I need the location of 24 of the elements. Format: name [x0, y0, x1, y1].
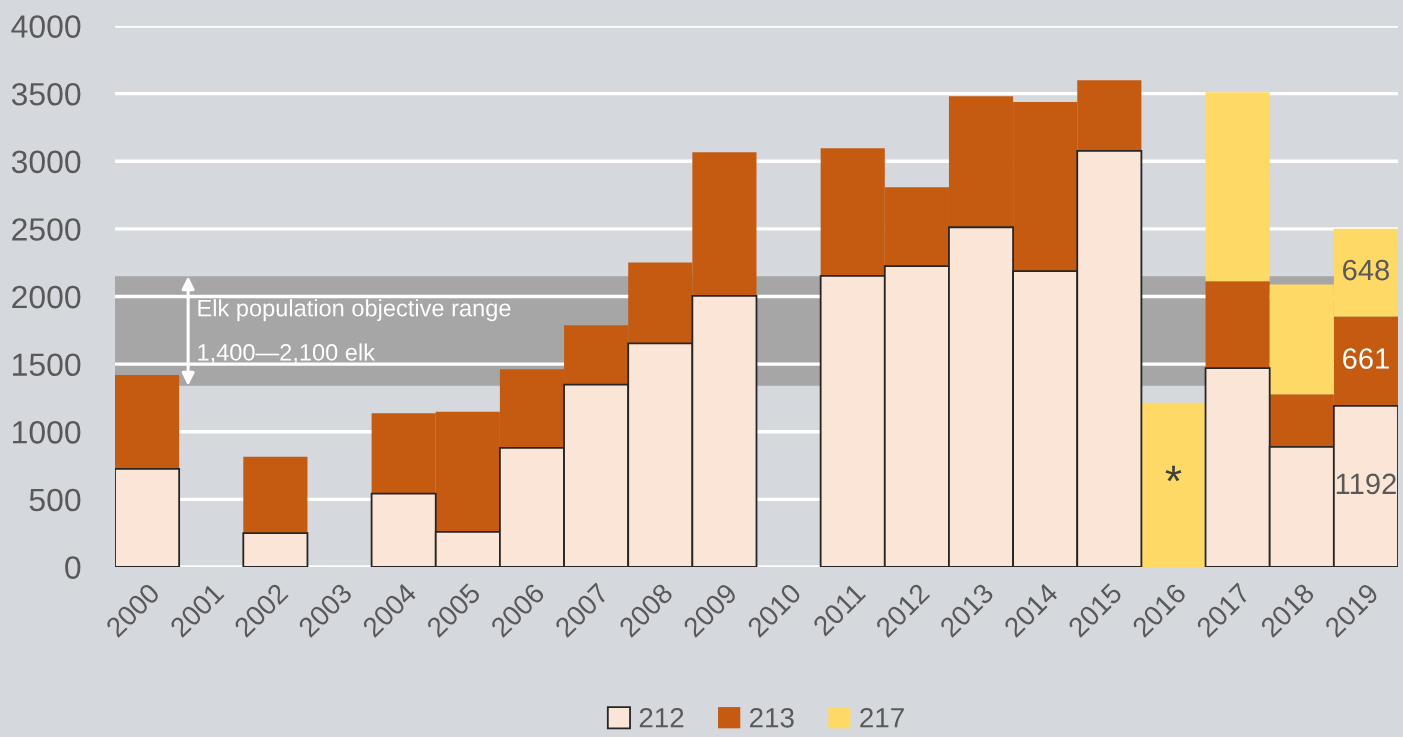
legend-label: 213	[750, 707, 794, 728]
data-label: 648	[1343, 259, 1389, 281]
y-tick-label: 1000	[13, 421, 81, 444]
band-label: Elk population objective range 1,400—2,100 elk	[198, 299, 511, 364]
y-tick-label: 2500	[12, 218, 81, 241]
y-tick-label: 3500	[11, 82, 81, 106]
bar	[1205, 92, 1270, 282]
bar	[115, 374, 180, 469]
data-label: 1192	[1336, 473, 1396, 495]
bar	[1205, 281, 1270, 369]
y-tick-label: 3000	[11, 150, 81, 174]
legend-label: 217	[860, 707, 904, 728]
data-label: *	[1165, 465, 1182, 482]
y-tick-label: 0	[65, 556, 81, 579]
data-label: 661	[1343, 348, 1389, 369]
y-tick-label: 1500	[13, 353, 81, 377]
bar	[1141, 402, 1206, 567]
y-tick-label: 500	[29, 488, 81, 512]
y-tick-label: 2000	[12, 285, 81, 309]
bar	[243, 456, 308, 534]
bar	[115, 468, 181, 567]
legend-label: 212	[639, 707, 684, 728]
bar	[242, 532, 309, 567]
y-tick-label: 4000	[11, 15, 81, 38]
